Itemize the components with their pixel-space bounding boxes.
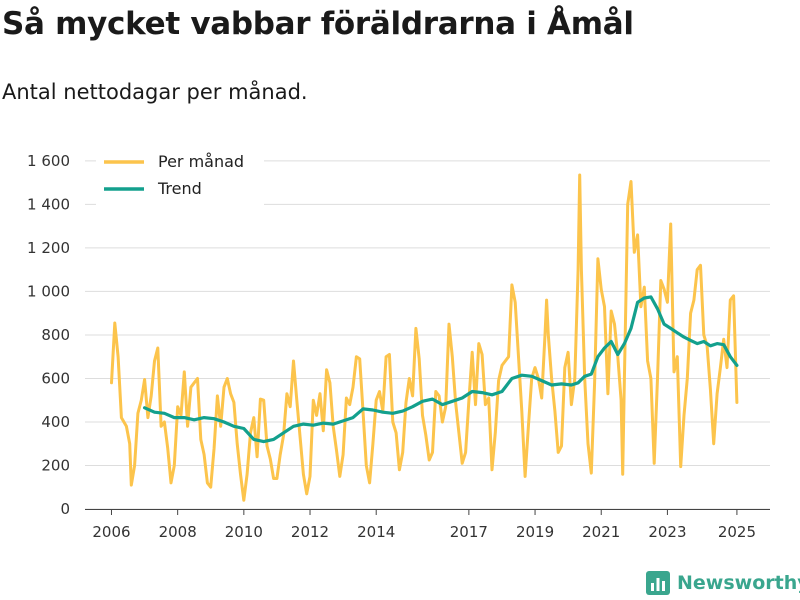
- y-tick-label: 1 000: [27, 282, 70, 300]
- y-tick-label: 400: [41, 413, 70, 431]
- x-tick-label: 2023: [648, 523, 686, 541]
- series-lines: [110, 173, 739, 502]
- x-tick-label: 2017: [450, 523, 488, 541]
- series-line-per-manad: [110, 173, 739, 502]
- x-tick-label: 2010: [225, 523, 263, 541]
- x-tick-label: 2014: [357, 523, 395, 541]
- x-tick-label: 2019: [516, 523, 554, 541]
- y-tick-label: 800: [41, 326, 70, 344]
- legend: Per månad Trend: [96, 148, 264, 206]
- x-tick-label: 2012: [291, 523, 329, 541]
- page-subtitle: Antal nettodagar per månad.: [2, 80, 308, 104]
- y-axis: 0 200 400 600 800 1 000 1 200 1 400 1 600: [27, 152, 70, 518]
- y-tick-label: 0: [60, 500, 70, 518]
- x-tick-label: 2006: [92, 523, 130, 541]
- brand[interactable]: Newsworthy: [645, 570, 800, 596]
- page-title: Så mycket vabbar föräldrarna i Åmål: [2, 6, 634, 42]
- y-tick-label: 200: [41, 456, 70, 474]
- legend-label: Per månad: [158, 152, 244, 171]
- legend-background: [96, 148, 264, 206]
- y-tick-label: 600: [41, 369, 70, 387]
- legend-label: Trend: [157, 179, 202, 198]
- y-tick-label: 1 400: [27, 195, 70, 213]
- x-tick-label: 2021: [582, 523, 620, 541]
- x-tick-label: 2025: [718, 523, 756, 541]
- x-tick-label: 2008: [159, 523, 197, 541]
- y-tick-label: 1 200: [27, 239, 70, 257]
- series-line-trend: [143, 295, 739, 444]
- newsworthy-logo-icon: [646, 571, 670, 595]
- y-tick-label: 1 600: [27, 152, 70, 170]
- brand-name: Newsworthy: [677, 572, 800, 594]
- x-axis: 2006 2008 2010 2012 2014 2017 2019 2021 2023 2025: [85, 509, 770, 541]
